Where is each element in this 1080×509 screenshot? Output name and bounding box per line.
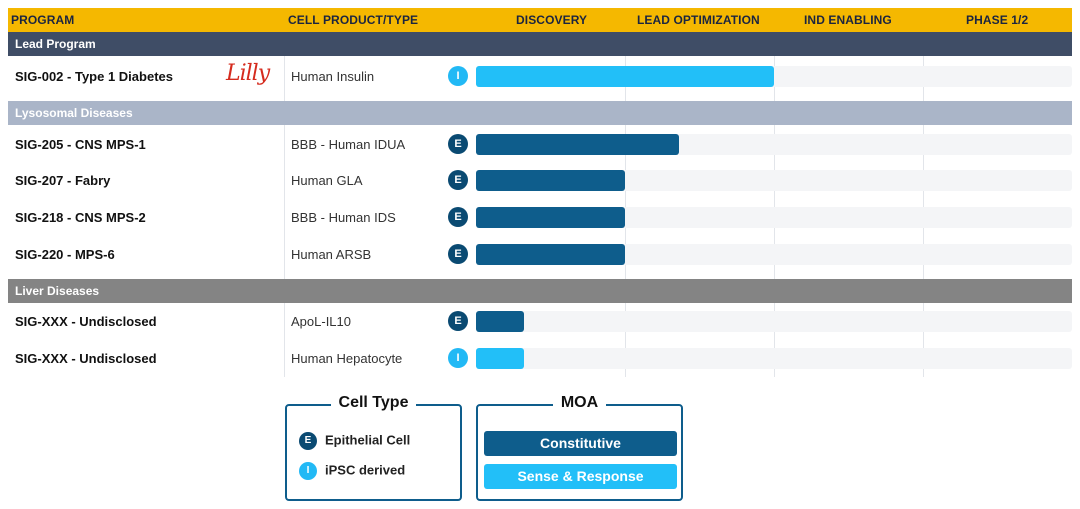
pipeline-row: SIG-207 - Fabry Human GLA E <box>8 162 1072 198</box>
grid-line <box>284 125 285 279</box>
section-lysosomal-diseases: Lysosomal Diseases <box>8 101 1072 125</box>
legend-cell-type-title: Cell Type <box>330 394 417 411</box>
cell-product: ApoL-IL10 <box>291 314 351 329</box>
cell-product: BBB - Human IDS <box>291 210 396 225</box>
lilly-logo: Lilly <box>226 61 270 86</box>
legend-moa: MOA Constitutive Sense & Response <box>476 394 683 501</box>
grid-line <box>774 125 775 279</box>
cell-product: Human Hepatocyte <box>291 351 403 366</box>
pipeline-row: SIG-218 - CNS MPS-2 BBB - Human IDS E <box>8 199 1072 235</box>
ipsc-badge: I <box>448 348 468 368</box>
grid-line <box>625 125 626 279</box>
legend-label: Epithelial Cell <box>325 432 411 448</box>
grid-line <box>284 303 285 377</box>
pipeline-row: SIG-002 - Type 1 Diabetes Lilly Human In… <box>8 58 1072 94</box>
epithelial-badge: E <box>448 244 468 264</box>
pipeline-header: PROGRAM CELL PRODUCT/TYPE DISCOVERY LEAD… <box>8 8 1072 32</box>
program-name: SIG-002 - Type 1 Diabetes <box>15 69 173 84</box>
header-phase-ind-enabling: IND ENABLING <box>804 13 892 27</box>
ipsc-badge: I <box>448 66 468 86</box>
epithelial-badge: E <box>448 134 468 154</box>
program-name: SIG-220 - MPS-6 <box>15 247 115 262</box>
legend-label: iPSC derived <box>325 462 406 478</box>
epithelial-badge: E <box>448 170 468 190</box>
program-name: SIG-XXX - Undisclosed <box>15 314 157 329</box>
pipeline-row: SIG-220 - MPS-6 Human ARSB E <box>8 236 1072 272</box>
pipeline-row: SIG-XXX - Undisclosed ApoL-IL10 E <box>8 303 1072 339</box>
grid-line <box>774 303 775 377</box>
cell-product: Human Insulin <box>291 69 375 84</box>
epithelial-badge: E <box>448 311 468 331</box>
cell-product: BBB - Human IDUA <box>291 137 406 152</box>
header-phase-lead-optimization: LEAD OPTIMIZATION <box>637 13 760 27</box>
header-phase-1-2: PHASE 1/2 <box>966 13 1029 27</box>
ipsc-badge: I <box>299 462 317 480</box>
section-liver-diseases: Liver Diseases <box>8 279 1072 303</box>
progress-track <box>476 207 1072 228</box>
legend-constitutive: Constitutive <box>484 431 677 456</box>
progress-bar <box>476 134 679 155</box>
progress-track <box>476 244 1072 265</box>
header-cell-product: CELL PRODUCT/TYPE <box>288 13 419 27</box>
header-program: PROGRAM <box>11 13 75 27</box>
cell-product: Human ARSB <box>291 247 372 262</box>
cell-product: Human GLA <box>291 173 363 188</box>
grid-line <box>923 125 924 279</box>
progress-bar <box>476 207 625 228</box>
progress-bar <box>476 348 524 369</box>
progress-bar <box>476 244 625 265</box>
program-name: SIG-205 - CNS MPS-1 <box>15 137 146 152</box>
legend-moa-title: MOA <box>552 394 607 411</box>
epithelial-badge: E <box>448 207 468 227</box>
progress-track <box>476 348 1072 369</box>
header-phase-discovery: DISCOVERY <box>516 13 588 27</box>
grid-line <box>625 303 626 377</box>
progress-track <box>476 311 1072 332</box>
program-name: SIG-218 - CNS MPS-2 <box>15 210 146 225</box>
program-name: SIG-207 - Fabry <box>15 173 111 188</box>
grid-line <box>923 303 924 377</box>
epithelial-badge: E <box>299 432 317 450</box>
pipeline-row: SIG-XXX - Undisclosed Human Hepatocyte I <box>8 340 1072 376</box>
progress-bar <box>476 170 625 191</box>
legend-sense-response: Sense & Response <box>484 464 677 489</box>
pipeline-row: SIG-205 - CNS MPS-1 BBB - Human IDUA E <box>8 126 1072 162</box>
progress-bar <box>476 311 524 332</box>
grid-line <box>284 56 285 101</box>
program-name: SIG-XXX - Undisclosed <box>15 351 157 366</box>
section-lead-program: Lead Program <box>8 32 1072 56</box>
progress-bar <box>476 66 774 87</box>
legend-item-epithelial: E Epithelial Cell <box>299 432 410 450</box>
progress-track <box>476 170 1072 191</box>
